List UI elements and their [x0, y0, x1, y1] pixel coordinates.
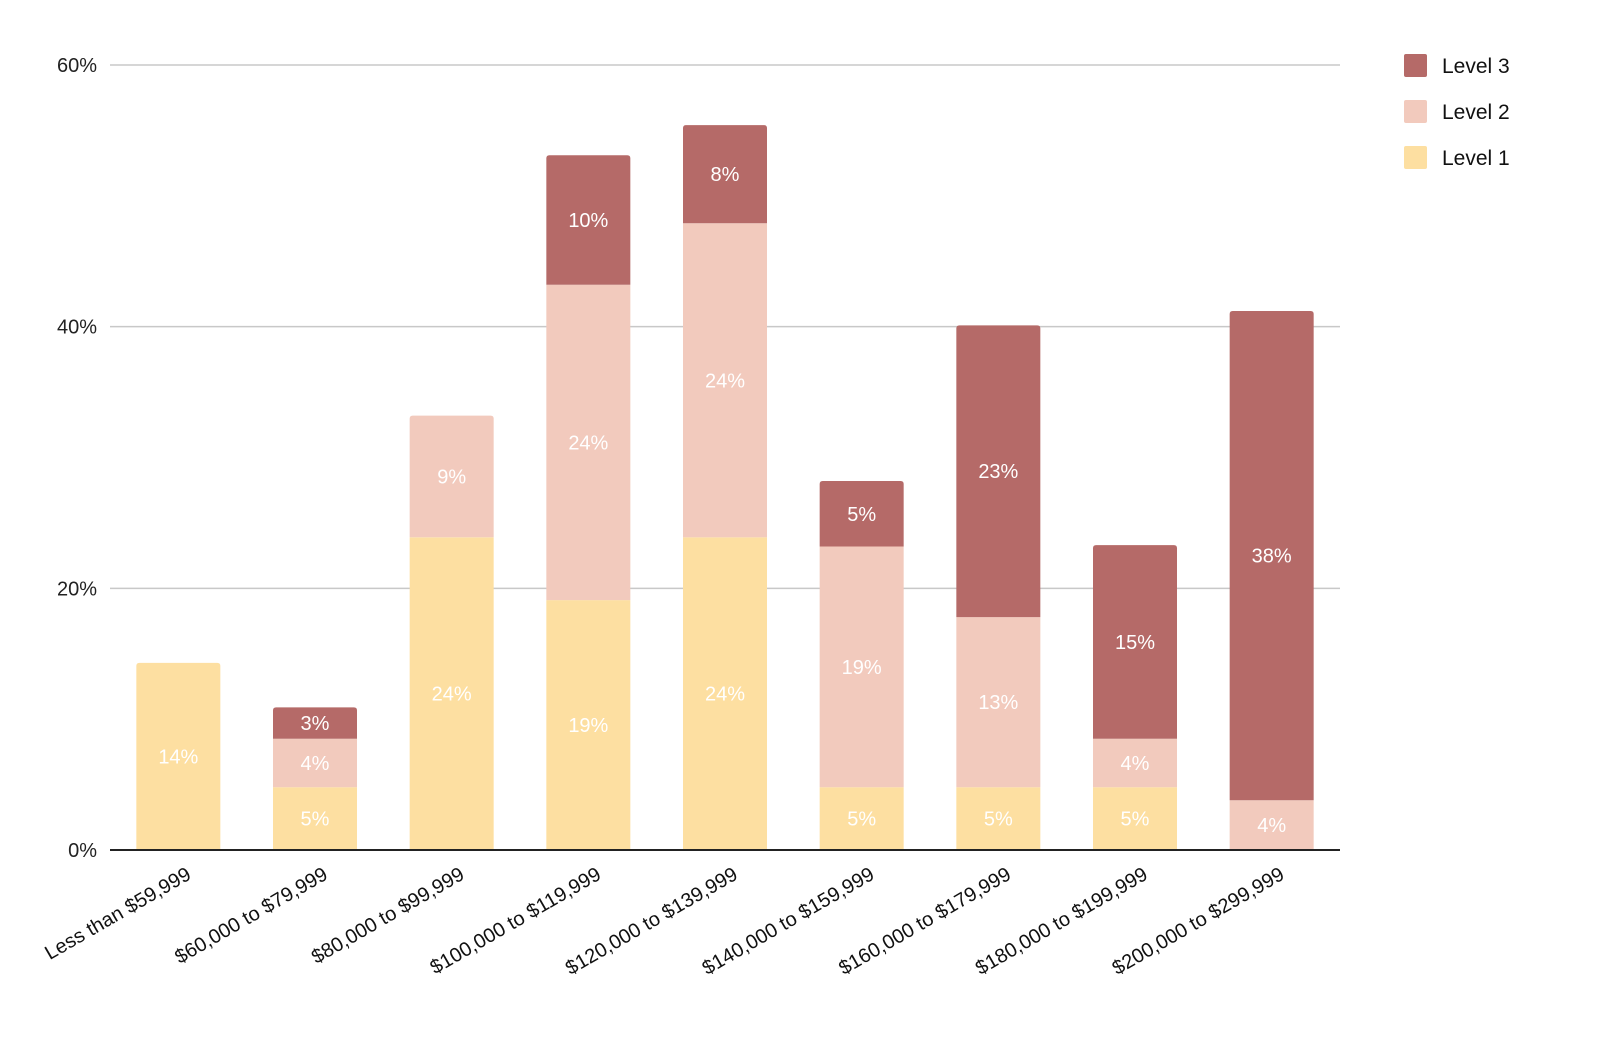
- x-tick-label: $60,000 to $79,999: [171, 863, 331, 968]
- bar-segment-level-3: [546, 155, 631, 285]
- legend-label: Level 3: [1442, 55, 1510, 78]
- bar-segment-level-3: [819, 481, 904, 547]
- bar-segment-level-2: [819, 546, 904, 788]
- data-label: 38%: [1252, 546, 1292, 568]
- data-label: 23%: [978, 461, 1018, 483]
- bar-stack: 5% 19% 5%: [819, 481, 904, 850]
- data-label: 24%: [705, 370, 745, 392]
- data-label: 19%: [568, 715, 608, 737]
- legend-item: Level 3: [1404, 54, 1510, 78]
- data-label: 5%: [301, 809, 330, 831]
- bar-stack: 5% 4% 3%: [273, 707, 357, 850]
- bar-segment-level-2: [1229, 800, 1314, 850]
- data-label: 4%: [301, 753, 330, 775]
- legend-item: Level 1: [1404, 146, 1510, 170]
- y-tick-label: 0%: [68, 840, 97, 862]
- legend-swatch: [1404, 54, 1427, 77]
- legend-swatch: [1404, 100, 1427, 123]
- bar-stack: 5% 4% 15%: [1093, 545, 1177, 850]
- bar-segment-level-1: [683, 537, 767, 850]
- data-label: 24%: [705, 684, 745, 706]
- bar-segment-level-1: [546, 600, 631, 850]
- bar-segment-level-1: [409, 537, 494, 850]
- bar-segment-level-3: [273, 707, 357, 739]
- data-label: 10%: [568, 210, 608, 232]
- legend-item: Level 2: [1404, 100, 1510, 124]
- bar-segment-level-3: [1093, 545, 1177, 739]
- bar-segment-level-2: [683, 223, 767, 538]
- bar-segment-level-1: [1093, 787, 1177, 850]
- data-label: 9%: [437, 466, 466, 488]
- bar-stack: 24% 9%: [409, 415, 494, 850]
- y-tick-label: 20%: [57, 578, 97, 600]
- data-label: 24%: [432, 684, 472, 706]
- bar-stack: 4% 38%: [1229, 310, 1314, 850]
- bar-segment-level-2: [409, 415, 494, 538]
- data-label: 14%: [158, 746, 198, 768]
- bar-segment-level-2: [1093, 738, 1177, 788]
- data-label: 5%: [984, 809, 1013, 831]
- bar-stack: 19% 24% 10%: [546, 155, 631, 850]
- bar-stack: 5% 13% 23%: [956, 325, 1041, 850]
- legend-label: Level 1: [1442, 147, 1510, 170]
- data-label: 13%: [978, 692, 1018, 714]
- bar-segment-level-1: [819, 787, 904, 850]
- data-label: 3%: [301, 713, 330, 735]
- legend-swatch: [1404, 146, 1427, 169]
- bar-segment-level-2: [546, 284, 631, 601]
- data-label: 15%: [1115, 632, 1155, 654]
- data-label: 5%: [1121, 809, 1150, 831]
- data-label: 5%: [847, 504, 876, 526]
- bar-segment-level-3: [683, 125, 767, 224]
- data-label: 19%: [842, 657, 882, 679]
- y-tick-label: 40%: [57, 317, 97, 339]
- data-label: 4%: [1257, 815, 1286, 837]
- legend-label: Level 2: [1442, 101, 1510, 124]
- bar-segment-level-2: [956, 617, 1041, 788]
- bar-segment-level-1: [136, 662, 221, 850]
- y-tick-label: 60%: [57, 55, 97, 77]
- data-label: 8%: [711, 164, 740, 186]
- bar-stack: 14%: [136, 662, 221, 850]
- data-label: 5%: [847, 809, 876, 831]
- bar-segment-level-1: [273, 787, 357, 850]
- bar-stack: 24% 24% 8%: [683, 125, 767, 850]
- data-label: 24%: [568, 432, 608, 454]
- bar-segment-level-2: [273, 738, 357, 788]
- bar-segment-level-1: [956, 787, 1041, 850]
- bar-segment-level-3: [956, 325, 1041, 618]
- data-label: 4%: [1121, 753, 1150, 775]
- bar-segment-level-3: [1229, 310, 1314, 801]
